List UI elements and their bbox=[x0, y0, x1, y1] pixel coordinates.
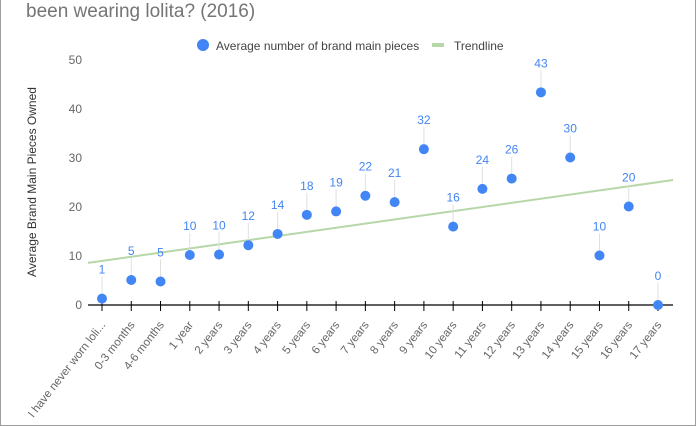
legend-marker-trendline bbox=[432, 43, 444, 47]
data-label: 32 bbox=[417, 113, 431, 127]
data-point bbox=[448, 221, 459, 232]
y-tick-label: 20 bbox=[69, 200, 83, 214]
legend-label-points: Average number of brand main pieces bbox=[216, 39, 419, 53]
data-label: 19 bbox=[329, 175, 343, 189]
data-point bbox=[477, 183, 488, 194]
data-point bbox=[214, 249, 225, 260]
data-point bbox=[418, 144, 429, 155]
data-point bbox=[126, 275, 137, 286]
x-tick-label: 8 years bbox=[368, 319, 401, 356]
data-point bbox=[243, 240, 254, 251]
data-label: 24 bbox=[476, 153, 490, 167]
data-point bbox=[623, 201, 634, 212]
data-point bbox=[97, 293, 107, 304]
data-label: 12 bbox=[242, 209, 256, 223]
chart-title: been wearing lolita? (2016) bbox=[26, 0, 255, 23]
data-point bbox=[184, 250, 195, 261]
data-label: 5 bbox=[157, 245, 164, 259]
data-point bbox=[155, 276, 166, 287]
data-label: 21 bbox=[388, 166, 402, 180]
x-tick-label: 2 years bbox=[193, 319, 226, 356]
data-label: 18 bbox=[300, 179, 314, 193]
data-point bbox=[506, 173, 517, 184]
data-label: 0 bbox=[655, 269, 662, 283]
data-label: 43 bbox=[534, 56, 548, 70]
data-label: 5 bbox=[128, 244, 135, 258]
data-label: 10 bbox=[593, 220, 607, 234]
legend-marker-points bbox=[197, 39, 209, 51]
data-label: 30 bbox=[564, 122, 578, 136]
data-point bbox=[331, 206, 342, 217]
y-tick-label: 10 bbox=[69, 249, 83, 263]
x-tick-label: 7 years bbox=[339, 319, 372, 356]
trendline bbox=[87, 179, 674, 264]
x-tick-label: 3 years bbox=[222, 319, 255, 356]
y-tick-label: 30 bbox=[69, 151, 83, 165]
data-point bbox=[535, 87, 546, 98]
data-label: 14 bbox=[271, 198, 285, 212]
data-point bbox=[389, 197, 400, 208]
legend-label-trendline: Trendline bbox=[454, 39, 504, 53]
data-label: 22 bbox=[359, 160, 373, 174]
data-label: 1 bbox=[99, 263, 106, 277]
data-label: 26 bbox=[505, 143, 519, 157]
data-point bbox=[565, 152, 576, 163]
data-point bbox=[594, 250, 605, 261]
data-point bbox=[653, 300, 663, 310]
data-label: 10 bbox=[183, 219, 197, 233]
data-label: 16 bbox=[446, 191, 460, 205]
y-tick-label: 50 bbox=[69, 53, 83, 67]
x-tick-label: I have never worn loli... bbox=[26, 319, 108, 420]
data-point bbox=[272, 228, 283, 239]
x-tick-label: 1 year bbox=[167, 319, 196, 352]
y-axis-label: Average Brand Main Pieces Owned bbox=[25, 87, 39, 277]
data-point bbox=[301, 209, 312, 220]
x-tick-label: 5 years bbox=[281, 319, 314, 356]
y-tick-label: 0 bbox=[75, 298, 82, 312]
y-tick-label: 40 bbox=[69, 102, 83, 116]
chart-title-line-2: been wearing lolita? (2016) bbox=[26, 1, 256, 22]
data-label: 20 bbox=[622, 171, 636, 185]
x-tick-label: 6 years bbox=[310, 319, 343, 356]
data-label: 10 bbox=[212, 219, 226, 233]
legend: Average number of brand main pieces Tren… bbox=[197, 39, 504, 53]
data-point bbox=[360, 190, 371, 201]
x-tick-label: 4 years bbox=[251, 319, 284, 356]
